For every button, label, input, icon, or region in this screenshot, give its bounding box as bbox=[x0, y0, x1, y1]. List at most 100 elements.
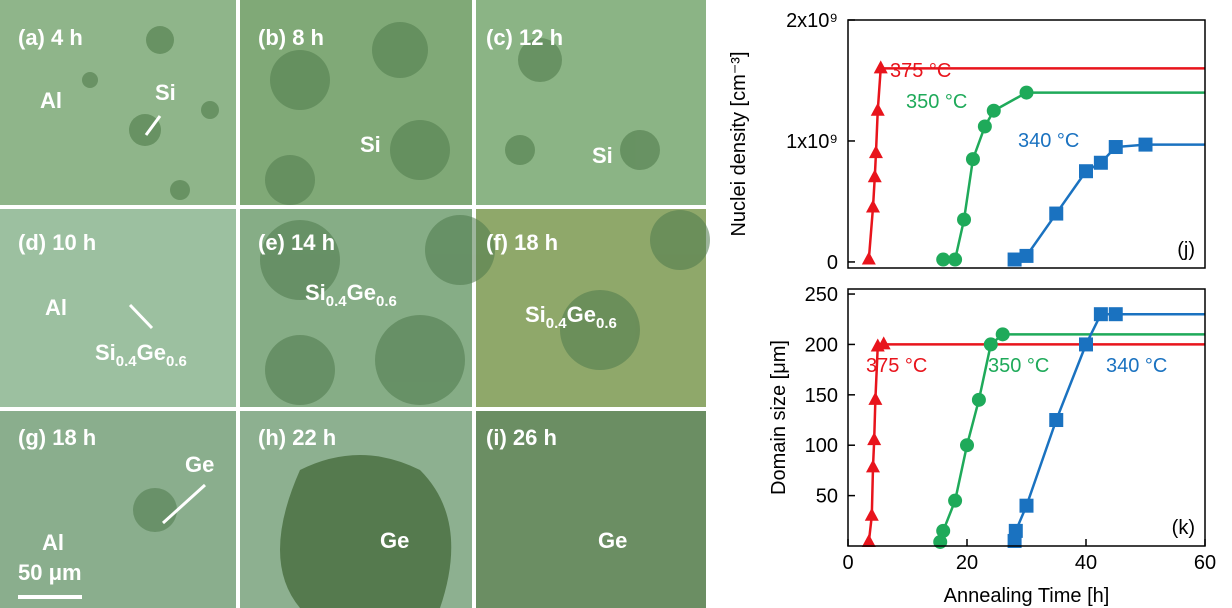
marker bbox=[1109, 307, 1123, 321]
text: Si bbox=[360, 132, 381, 157]
marker bbox=[867, 432, 881, 445]
marker bbox=[1094, 156, 1108, 170]
series-label: 350 °C bbox=[988, 355, 1049, 377]
marker bbox=[1020, 249, 1034, 263]
marker bbox=[966, 152, 980, 166]
marker bbox=[984, 337, 998, 351]
marker bbox=[1020, 499, 1034, 513]
marker bbox=[936, 524, 950, 538]
y-tick-label: 100 bbox=[805, 435, 838, 457]
marker bbox=[960, 438, 974, 452]
y-tick-label: 200 bbox=[805, 334, 838, 356]
marker bbox=[866, 459, 880, 472]
subscript: 0.6 bbox=[166, 353, 187, 370]
series-line bbox=[869, 68, 881, 259]
x-tick-label: 40 bbox=[1075, 552, 1097, 574]
panel-label: (e) 14 h bbox=[258, 230, 335, 255]
y-tick-label: 0 bbox=[827, 252, 838, 274]
material-label: Al bbox=[40, 88, 62, 113]
material-label: Ge bbox=[598, 528, 627, 553]
marker bbox=[865, 508, 879, 521]
panel-label: (k) bbox=[1172, 517, 1195, 539]
marker bbox=[948, 253, 962, 267]
y-tick-label: 50 bbox=[816, 486, 838, 508]
text: Al bbox=[40, 88, 62, 113]
series-label: 350 °C bbox=[906, 91, 967, 113]
y-axis-label: Nuclei density [cm⁻³] bbox=[728, 51, 750, 236]
panel-label: (h) 22 h bbox=[258, 425, 336, 450]
domain bbox=[280, 455, 451, 608]
marker bbox=[1009, 524, 1023, 538]
series-label: 375 °C bbox=[866, 355, 927, 377]
marker bbox=[868, 392, 882, 405]
text: Ge bbox=[347, 280, 376, 305]
marker bbox=[868, 169, 882, 182]
series-line bbox=[943, 93, 1026, 260]
subscript: 0.4 bbox=[326, 293, 348, 310]
scale-bar-label: 50 μm bbox=[18, 560, 82, 585]
text: Ge bbox=[185, 452, 214, 477]
material-label: Ge bbox=[380, 528, 409, 553]
x-tick-label: 0 bbox=[842, 552, 853, 574]
subscript: 0.6 bbox=[376, 293, 397, 310]
material-label: Ge bbox=[185, 452, 214, 477]
panel-label: (g) 18 h bbox=[18, 425, 96, 450]
marker bbox=[874, 60, 888, 73]
text: Al bbox=[42, 530, 64, 555]
y-tick-label: 1x10⁹ bbox=[786, 131, 838, 153]
marker bbox=[1079, 164, 1093, 178]
marker bbox=[1049, 413, 1063, 427]
text: Al bbox=[45, 295, 67, 320]
x-tick-label: 20 bbox=[956, 552, 978, 574]
series-line bbox=[1015, 145, 1146, 260]
series-label: 340 °C bbox=[1018, 130, 1079, 152]
marker bbox=[1139, 138, 1153, 152]
marker bbox=[1049, 207, 1063, 221]
text: Si bbox=[155, 80, 176, 105]
text: Si bbox=[592, 143, 613, 168]
marker bbox=[862, 252, 876, 265]
series-label: 340 °C bbox=[1106, 355, 1167, 377]
panel-label: (b) 8 h bbox=[258, 25, 324, 50]
material-label: Si bbox=[360, 132, 381, 157]
marker bbox=[972, 393, 986, 407]
marker bbox=[957, 213, 971, 227]
text: Si bbox=[305, 280, 326, 305]
panel-label: (j) bbox=[1177, 239, 1195, 261]
marker bbox=[978, 119, 992, 133]
y-axis-label: Domain size [μm] bbox=[768, 340, 790, 495]
material-label: Si bbox=[155, 80, 176, 105]
marker bbox=[871, 103, 885, 116]
y-tick-label: 2x10⁹ bbox=[786, 10, 838, 32]
panel-label: (c) 12 h bbox=[486, 25, 563, 50]
panel-label: (d) 10 h bbox=[18, 230, 96, 255]
marker bbox=[869, 145, 883, 158]
marker bbox=[1079, 337, 1093, 351]
y-tick-label: 250 bbox=[805, 284, 838, 306]
marker bbox=[996, 327, 1010, 341]
marker bbox=[1020, 86, 1034, 100]
marker bbox=[1109, 140, 1123, 154]
marker bbox=[948, 494, 962, 508]
material-label: Al bbox=[45, 295, 67, 320]
subscript: 0.4 bbox=[546, 315, 568, 332]
marker bbox=[987, 104, 1001, 118]
marker bbox=[862, 534, 876, 547]
subscript: 0.4 bbox=[116, 353, 138, 370]
panel-label: (f) 18 h bbox=[486, 230, 558, 255]
panel-label: (a) 4 h bbox=[18, 25, 83, 50]
x-axis-label: Annealing Time [h] bbox=[944, 585, 1110, 607]
text: Ge bbox=[598, 528, 627, 553]
text: Ge bbox=[567, 302, 596, 327]
marker bbox=[1094, 307, 1108, 321]
text: Ge bbox=[380, 528, 409, 553]
panel-label: (i) 26 h bbox=[486, 425, 557, 450]
text: Si bbox=[95, 340, 116, 365]
series-label: 375 °C bbox=[890, 60, 951, 82]
text: Ge bbox=[137, 340, 166, 365]
figure: (a) 4 h Al Si (b) 8 h Si (c) 12 h Si (d)… bbox=[0, 0, 1232, 608]
subscript: 0.6 bbox=[596, 315, 617, 332]
y-tick-label: 150 bbox=[805, 385, 838, 407]
material-label: Si bbox=[592, 143, 613, 168]
text: Si bbox=[525, 302, 546, 327]
